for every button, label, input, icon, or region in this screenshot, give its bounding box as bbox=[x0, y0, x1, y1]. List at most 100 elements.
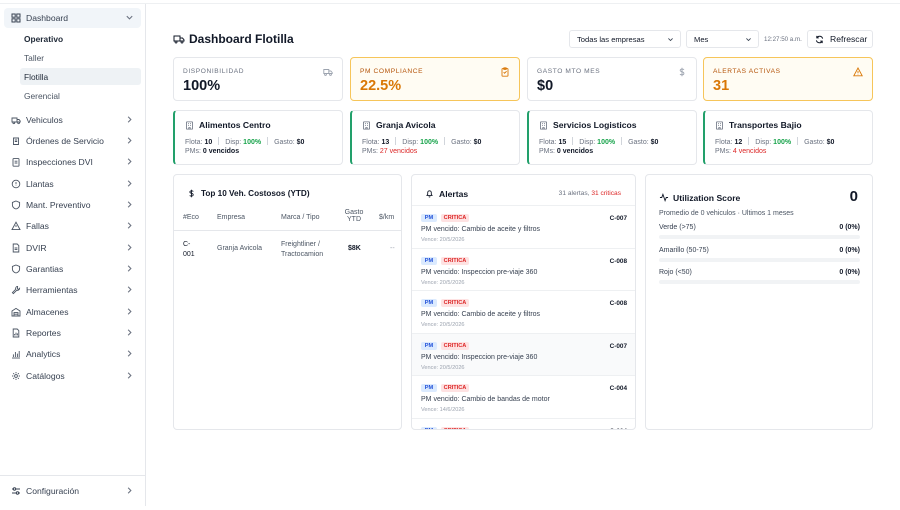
chevron-right-icon bbox=[127, 286, 132, 293]
alert-message: PM vencido: Cambio de bandas de motor bbox=[421, 396, 550, 403]
col-header-km[interactable]: $/km bbox=[379, 214, 395, 221]
disp-label: Disp: bbox=[755, 139, 772, 146]
company-card[interactable]: Transportes Bajio Flota: 12 Disp: 100% Gast… bbox=[703, 110, 873, 165]
col-header-gasto[interactable]: Gasto YTD bbox=[344, 209, 364, 223]
alert-item[interactable]: PM CRITICA C-008 PM vencido: Cambio de acei… bbox=[412, 290, 635, 332]
sidebar-item-reportes[interactable]: Reportes bbox=[4, 323, 141, 343]
sidebar-sub-flotilla[interactable]: Flotilla bbox=[20, 68, 141, 85]
alert-item[interactable]: PM CRITICA C-008 PM vencido: Inspeccion pre… bbox=[412, 247, 635, 290]
sidebar-item-label: Llantas bbox=[26, 179, 54, 189]
sidebar-item-inspecciones-dvi[interactable]: Inspecciones DVI bbox=[4, 152, 141, 172]
sidebar-item-mant-preventivo[interactable]: Mant. Preventivo bbox=[4, 195, 141, 215]
sidebar-item-dashboard[interactable]: Dashboard bbox=[4, 8, 141, 28]
chevron-right-icon bbox=[127, 329, 132, 336]
cell-gasto: $8K bbox=[348, 245, 361, 252]
triangle-alert-icon bbox=[11, 221, 21, 231]
sidebar-sub-gerencial[interactable]: Gerencial bbox=[24, 90, 60, 101]
period-select[interactable]: Mes bbox=[686, 30, 759, 48]
sidebar-item-label: Reportes bbox=[26, 328, 61, 338]
building-icon bbox=[363, 121, 370, 130]
cell-eco: C-001 bbox=[183, 241, 195, 258]
critical-badge: CRITICA bbox=[441, 214, 469, 222]
chevron-right-icon bbox=[127, 222, 132, 229]
gasto-label: Gasto: bbox=[804, 139, 825, 146]
alert-item[interactable]: PM CRITICA C-007 PM vencido: Inspeccion pre… bbox=[412, 332, 635, 375]
chevron-down-icon bbox=[668, 38, 673, 42]
sidebar-item-herramientas[interactable]: Herramientas bbox=[4, 280, 141, 300]
col-header-eco[interactable]: #Eco bbox=[183, 214, 199, 221]
sidebar-item-catálogos[interactable]: Catálogos bbox=[4, 366, 141, 386]
chevron-right-icon bbox=[127, 137, 132, 144]
company-name: Granja Avicola bbox=[376, 120, 436, 130]
warning-icon bbox=[853, 67, 863, 77]
cell-marca: Freightliner / Tractocamion bbox=[281, 241, 324, 258]
top10-panel: Top 10 Veh. Costosos (YTD) #Eco Empresa … bbox=[173, 174, 402, 430]
pms-label: PMs: bbox=[185, 148, 201, 155]
company-pms: PMs: 27 vencidos bbox=[362, 148, 417, 155]
sidebar-item-dvir[interactable]: DVIR bbox=[4, 238, 141, 258]
company-name: Transportes Bajio bbox=[729, 120, 802, 130]
sidebar-item-label: Vehiculos bbox=[26, 115, 63, 125]
disp-value: 100% bbox=[243, 139, 262, 146]
dollar-icon bbox=[189, 189, 194, 198]
alert-vehicle: C-004 bbox=[610, 428, 627, 430]
company-card[interactable]: Servicios Logisticos Flota: 15 Disp: 100% G… bbox=[527, 110, 697, 165]
sidebar-item-vehiculos[interactable]: Vehiculos bbox=[4, 110, 141, 130]
sidebar-item-label: Dashboard bbox=[26, 13, 69, 23]
sidebar-item-órdenes-de-servicio[interactable]: Órdenes de Servicio bbox=[4, 131, 141, 151]
alert-item[interactable]: PM CRITICA C-007 PM vencido: Cambio de acei… bbox=[412, 205, 635, 247]
circle-icon bbox=[11, 179, 21, 189]
dollar-icon bbox=[679, 67, 685, 77]
sidebar-sub-taller[interactable]: Taller bbox=[24, 52, 45, 63]
company-select[interactable]: Todas las empresas bbox=[569, 30, 681, 48]
sidebar-item-label: Mant. Preventivo bbox=[26, 200, 91, 210]
kpi-label: GASTO MTO MES bbox=[537, 68, 601, 75]
company-card[interactable]: Alimentos Centro Flota: 10 Disp: 100% Gasto… bbox=[173, 110, 343, 165]
report-icon bbox=[11, 328, 21, 338]
utilization-bar bbox=[659, 257, 860, 262]
alert-item[interactable]: PM CRITICA C-004 bbox=[412, 417, 635, 430]
refresh-icon bbox=[815, 35, 824, 43]
pm-badge: PM bbox=[421, 299, 437, 307]
pm-badge: PM bbox=[421, 214, 437, 222]
pms-value: 0 vencidos bbox=[202, 148, 240, 155]
col-header-marca[interactable]: Marca / Tipo bbox=[281, 214, 320, 221]
kpi-value: 100% bbox=[183, 78, 221, 94]
col-header-empresa[interactable]: Empresa bbox=[217, 214, 246, 221]
clipboard-icon bbox=[11, 157, 21, 167]
sidebar-item-label: Analytics bbox=[26, 349, 61, 359]
alert-vehicle: C-004 bbox=[609, 385, 627, 392]
sidebar-item-label: Órdenes de Servicio bbox=[26, 136, 104, 146]
sidebar-item-llantas[interactable]: Llantas bbox=[4, 174, 141, 194]
sidebar-item-almacenes[interactable]: Almacenes bbox=[4, 302, 141, 322]
flota-label: Flota: bbox=[715, 139, 733, 146]
utilization-bar bbox=[659, 280, 860, 284]
chevron-right-icon bbox=[127, 350, 132, 357]
sidebar-item-analytics[interactable]: Analytics bbox=[4, 344, 141, 364]
company-card[interactable]: Granja Avicola Flota: 13 Disp: 100% Gasto: … bbox=[350, 110, 520, 165]
critical-badge: CRITICA bbox=[441, 384, 469, 392]
alerts-title: Alertas bbox=[439, 189, 469, 199]
sidebar-sub-operativo[interactable]: Operativo bbox=[24, 33, 64, 44]
utilization-row-label: Verde (>75) bbox=[659, 224, 696, 231]
alert-message: PM vencido: Inspeccion pre-viaje 360 bbox=[421, 353, 538, 361]
kpi-label: DISPONIBILIDAD bbox=[183, 68, 245, 75]
cell-empresa: Granja Avicola bbox=[217, 245, 263, 252]
sidebar-item-garantias[interactable]: Garantias bbox=[4, 259, 141, 279]
pms-value: 27 vencidos bbox=[379, 148, 418, 155]
utilization-row-label: Amarillo (50-75) bbox=[659, 246, 709, 254]
sidebar-item-fallas[interactable]: Fallas bbox=[4, 216, 141, 236]
company-pms: PMs: 4 vencidos bbox=[715, 148, 766, 155]
company-pms: PMs: 0 vencidos bbox=[539, 148, 593, 155]
sidebar-item-configuracion[interactable]: Configuración bbox=[4, 481, 141, 501]
kpi-value: 22.5% bbox=[360, 78, 402, 94]
tool-icon bbox=[11, 285, 21, 295]
refresh-button[interactable]: Refrescar bbox=[807, 30, 873, 48]
company-select-value: Todas las empresas bbox=[577, 34, 645, 44]
chevron-right-icon bbox=[127, 308, 132, 315]
critical-badge: CRITICA bbox=[441, 341, 469, 350]
flota-value: 10 bbox=[204, 139, 213, 146]
utilization-row: Verde (>75) 0 (0%) bbox=[659, 224, 860, 231]
pms-label: PMs: bbox=[715, 148, 731, 155]
alert-item[interactable]: PM CRITICA C-004 PM vencido: Cambio de band… bbox=[412, 375, 635, 417]
